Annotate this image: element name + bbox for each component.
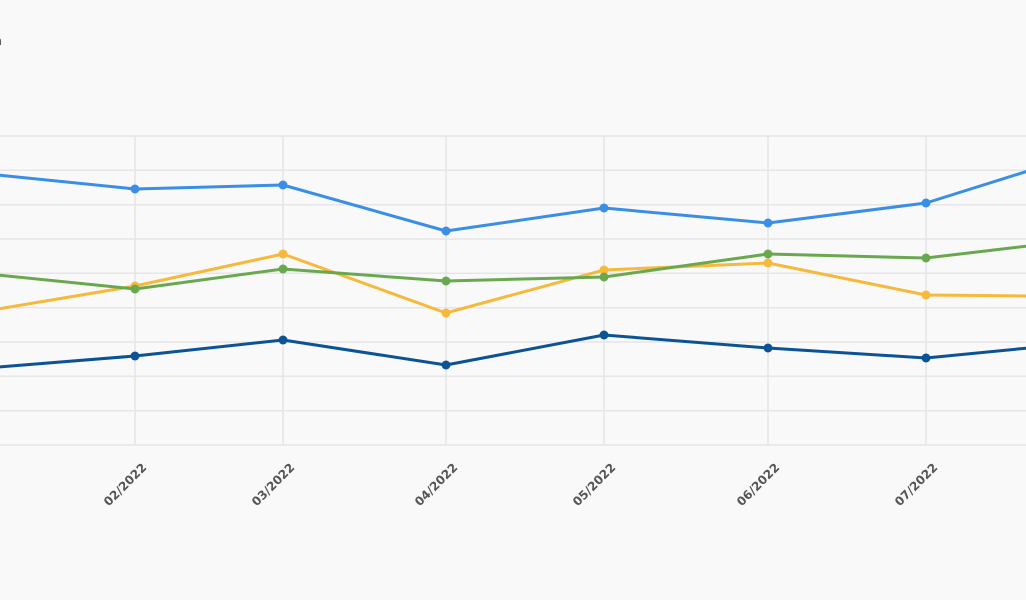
data-point[interactable] bbox=[921, 198, 931, 208]
data-point[interactable] bbox=[599, 272, 609, 282]
x-tick-label: 06/2022 bbox=[734, 460, 782, 508]
x-tick-label: 02/2022 bbox=[101, 460, 149, 508]
data-point[interactable] bbox=[599, 265, 609, 275]
data-point[interactable] bbox=[278, 180, 288, 190]
data-point[interactable] bbox=[130, 351, 140, 361]
data-point[interactable] bbox=[130, 284, 140, 294]
data-point[interactable] bbox=[763, 249, 773, 259]
legend-label-fragment: a bbox=[0, 34, 2, 49]
data-point[interactable] bbox=[921, 253, 931, 263]
data-point[interactable] bbox=[441, 226, 451, 236]
x-tick-label: 07/2022 bbox=[892, 460, 940, 508]
data-point[interactable] bbox=[441, 360, 451, 370]
data-point[interactable] bbox=[763, 258, 773, 268]
series-group bbox=[0, 170, 1026, 369]
x-tick-label: 04/2022 bbox=[412, 460, 460, 508]
x-axis-ticks: 02/2022 03/2022 04/2022 05/2022 06/2022 07/20… bbox=[101, 460, 940, 508]
data-point[interactable] bbox=[921, 290, 931, 300]
data-point[interactable] bbox=[278, 335, 288, 345]
series-line-3 bbox=[0, 244, 1026, 291]
series-line-4 bbox=[0, 333, 1026, 369]
series-line-1 bbox=[0, 170, 1026, 233]
data-point[interactable] bbox=[599, 203, 609, 213]
data-point[interactable] bbox=[921, 353, 931, 363]
data-point[interactable] bbox=[763, 343, 773, 353]
data-point[interactable] bbox=[599, 330, 609, 340]
data-point[interactable] bbox=[130, 184, 140, 194]
data-point[interactable] bbox=[763, 218, 773, 228]
x-tick-label: 05/2022 bbox=[570, 460, 618, 508]
markers-group bbox=[130, 180, 931, 370]
data-point[interactable] bbox=[441, 276, 451, 286]
series-line-2 bbox=[0, 252, 1026, 315]
data-point[interactable] bbox=[278, 264, 288, 274]
x-tick-label: 03/2022 bbox=[249, 460, 297, 508]
data-point[interactable] bbox=[278, 249, 288, 259]
grid bbox=[0, 135, 1026, 446]
data-point[interactable] bbox=[441, 308, 451, 318]
